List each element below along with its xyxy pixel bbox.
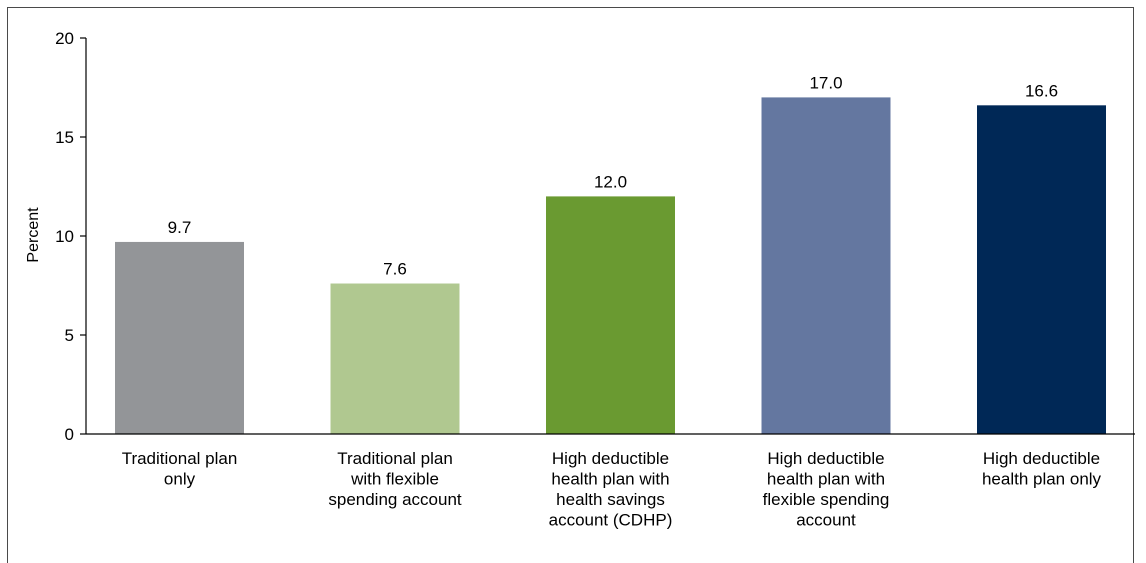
- y-axis: 0 5 10 15 20: [55, 29, 87, 444]
- bar: [546, 196, 675, 434]
- x-tick-label: High deductible health plan only: [982, 449, 1102, 489]
- y-tick-label: 15: [55, 128, 74, 147]
- y-tick-label: 5: [65, 326, 74, 345]
- bar: [330, 283, 460, 434]
- x-tick-label: Traditional plan with flexible spending ac…: [328, 449, 462, 509]
- bar: [115, 241, 244, 434]
- x-tick-label: High deductible health plan with health sa…: [549, 449, 673, 530]
- bar: [761, 97, 891, 435]
- x-axis: Traditional plan only Traditional plan with…: [86, 433, 1135, 530]
- y-tick-label: 0: [65, 425, 74, 444]
- bar-value-label: 12.0: [594, 172, 627, 191]
- x-tick-label: High deductible health plan with flexible …: [763, 449, 890, 530]
- bars: [115, 97, 1106, 435]
- bar: [977, 105, 1106, 434]
- y-tick-label: 10: [55, 227, 74, 246]
- bar-value-label: 9.7: [168, 218, 192, 237]
- y-axis-title: Percent: [25, 207, 42, 263]
- y-tick-label: 20: [55, 29, 74, 48]
- x-tick-label: Traditional plan only: [122, 449, 238, 489]
- bar-value-label: 7.6: [383, 260, 407, 279]
- value-labels: 9.7 7.6 12.0 17.0 16.6: [168, 73, 1058, 278]
- bar-value-label: 17.0: [809, 73, 842, 92]
- bar-value-label: 16.6: [1025, 81, 1058, 100]
